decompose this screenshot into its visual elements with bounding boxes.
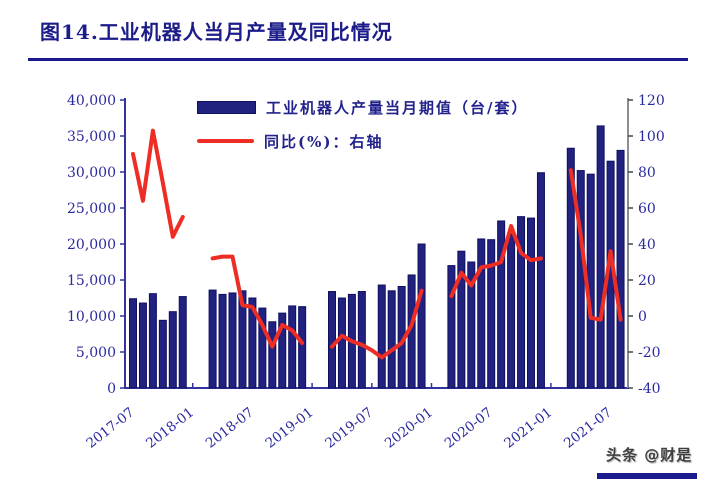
left-axis-label: 40,000: [67, 93, 116, 109]
yoy-line: [449, 224, 543, 299]
bar: [148, 293, 157, 389]
watermark-text: 头条 @财是: [606, 446, 693, 464]
bar-series-swatch: [197, 100, 256, 114]
bar: [168, 311, 177, 389]
bar: [268, 321, 277, 389]
right-axis-label: 20: [638, 273, 656, 289]
right-axis-label: 0: [638, 309, 647, 325]
left-axis-label: 30,000: [67, 165, 116, 181]
left-axis-label: 20,000: [67, 237, 116, 253]
right-axis-label: 60: [638, 201, 656, 217]
legend-item-bars: 工业机器人产量当月期值（台/套）: [197, 94, 528, 120]
yoy-line: [210, 254, 305, 349]
bar: [328, 291, 336, 389]
bar: [477, 238, 486, 389]
left-axis-label: 25,000: [67, 201, 116, 217]
bar: [417, 243, 426, 389]
bar: [387, 290, 396, 389]
right-axis-label: 80: [638, 165, 656, 181]
bar: [536, 172, 545, 389]
bar: [138, 302, 147, 389]
bar: [208, 289, 217, 389]
right-axis-label: 100: [638, 129, 665, 145]
left-axis-label: 0: [107, 381, 116, 397]
right-axis-label: 40: [638, 237, 656, 253]
x-axis-label: 2017-07: [83, 405, 137, 452]
bar: [258, 307, 267, 389]
bar: [288, 305, 297, 389]
bar: [467, 261, 476, 389]
bar: [447, 265, 456, 389]
left-axis-label: 15,000: [67, 273, 116, 289]
x-axis-label: 2020-01: [382, 405, 436, 452]
yoy-line: [131, 128, 185, 239]
yoy-line: [330, 288, 424, 360]
bar: [248, 297, 257, 389]
bar: [357, 291, 366, 389]
line-series-swatch: [197, 139, 254, 143]
bar: [218, 293, 227, 389]
legend-item-line: 同比(%)：右轴: [197, 128, 528, 154]
bar: [576, 170, 585, 389]
legend: 工业机器人产量当月期值（台/套） 同比(%)：右轴: [197, 94, 528, 162]
bar: [337, 297, 346, 389]
left-axis-label: 5,000: [76, 345, 116, 361]
bar-series-label: 工业机器人产量当月期值（台/套）: [266, 98, 529, 117]
bar: [278, 312, 287, 389]
x-axis-label: 2019-07: [322, 405, 376, 452]
line-series-label: 同比(%)：右轴: [264, 132, 384, 151]
right-axis-label: -40: [638, 381, 661, 397]
bar: [158, 319, 167, 389]
x-axis-label: 2018-07: [203, 405, 257, 452]
bar: [238, 290, 247, 389]
bar: [377, 284, 386, 389]
x-axis-label: 2020-07: [442, 405, 496, 452]
yoy-line: [568, 168, 623, 322]
left-axis-label: 35,000: [67, 129, 116, 145]
title-underline: [28, 58, 688, 61]
chart-title: 图14.工业机器人当月产量及同比情况: [40, 20, 393, 44]
bar: [507, 233, 516, 389]
x-axis-label: 2018-01: [143, 405, 197, 452]
bar: [129, 298, 137, 389]
bar: [178, 296, 187, 389]
x-axis-label: 2019-01: [262, 405, 316, 452]
bar: [527, 217, 535, 389]
bar: [517, 216, 526, 389]
bar: [566, 147, 575, 389]
left-axis-label: 10,000: [67, 309, 116, 325]
x-axis-label: 2021-01: [501, 405, 555, 452]
bar: [616, 149, 625, 389]
right-axis-label: 120: [638, 93, 665, 109]
bar: [228, 292, 237, 389]
bar: [298, 306, 307, 389]
bar: [497, 220, 506, 389]
bar: [457, 250, 466, 389]
watermark-underline: [597, 473, 697, 479]
right-axis-label: -20: [638, 345, 661, 361]
bar: [487, 239, 496, 389]
bar: [596, 125, 605, 389]
